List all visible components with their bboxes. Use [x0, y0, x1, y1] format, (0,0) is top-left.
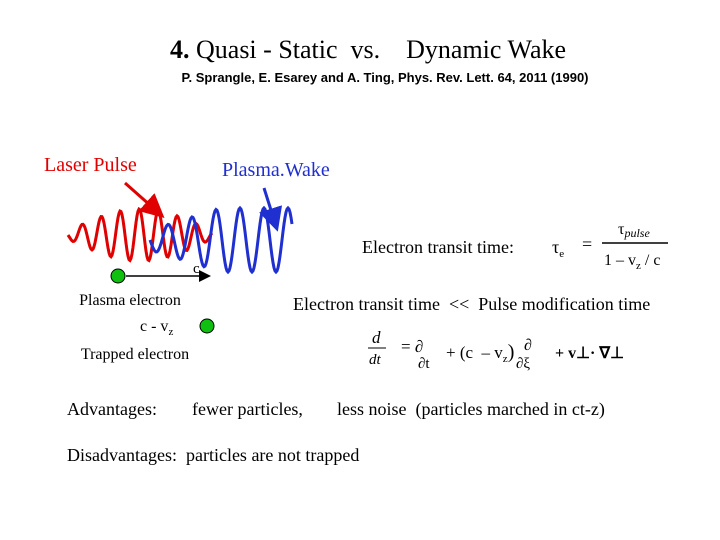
- op-plus-c: + (c – v: [446, 343, 503, 362]
- plasma-electron: Plasma electron: [79, 292, 181, 309]
- laser-label: Laser Pulse: [44, 154, 137, 176]
- den-a: 1 – v: [604, 252, 636, 269]
- laser-arrow: [124, 181, 165, 218]
- laser-wave: [66, 206, 214, 263]
- den-sub: z: [636, 260, 641, 272]
- comparison: Electron transit time << Pulse modificat…: [293, 294, 650, 314]
- plasma-electron-dot: [110, 268, 126, 284]
- relative-speed-text: c - v: [140, 318, 168, 335]
- tau-sub: e: [559, 248, 564, 260]
- op-partial: ∂: [524, 337, 532, 354]
- equals: =: [582, 234, 592, 254]
- numerator: τpulse: [618, 221, 650, 240]
- num-sub: pulse: [623, 226, 650, 240]
- title-text: Quasi - Static vs. Dynamic Wake: [196, 35, 566, 64]
- den-b: / c: [641, 252, 661, 269]
- disadvantages: Disadvantages: particles are not trapped: [67, 445, 359, 465]
- op-c: + (c – vz): [446, 341, 514, 365]
- tau-e: τe: [552, 237, 564, 260]
- trapped-electron: Trapped electron: [81, 346, 189, 363]
- advantages-item1: fewer particles,: [192, 399, 303, 419]
- op-eq: = ∂: [401, 337, 423, 356]
- denominator: 1 – vz / c: [604, 252, 660, 272]
- title-number: 4.: [170, 35, 190, 64]
- reference: P. Sprangle, E. Esarey and A. Ting, Phys…: [181, 70, 588, 85]
- op-partial-t: ∂t: [418, 356, 430, 372]
- speed-label: c: [193, 261, 200, 277]
- op-perp: + v⊥· ∇⊥: [555, 345, 624, 362]
- op-vz-sub: z: [503, 353, 508, 365]
- relative-speed: c - vz: [140, 318, 173, 338]
- wake-wave: [148, 205, 294, 275]
- advantages-item2: less noise (particles marched in ct-z): [337, 399, 605, 420]
- op-partial-xi: ∂ξ: [516, 356, 530, 372]
- relative-speed-sub: z: [168, 326, 173, 338]
- trapped-electron-dot: [199, 318, 215, 334]
- advantages-label: Advantages:: [67, 399, 157, 419]
- title: 4. Quasi - Static vs. Dynamic Wake: [170, 35, 566, 64]
- transit-label: Electron transit time:: [362, 237, 514, 257]
- op-close: ): [508, 341, 515, 363]
- op-d: d: [372, 328, 381, 347]
- wake-arrow: [259, 187, 283, 232]
- num-tau: τ: [618, 221, 625, 238]
- op-dt: dt: [369, 352, 382, 368]
- wake-label: Plasma.Wake: [222, 159, 330, 181]
- tau: τ: [552, 237, 559, 257]
